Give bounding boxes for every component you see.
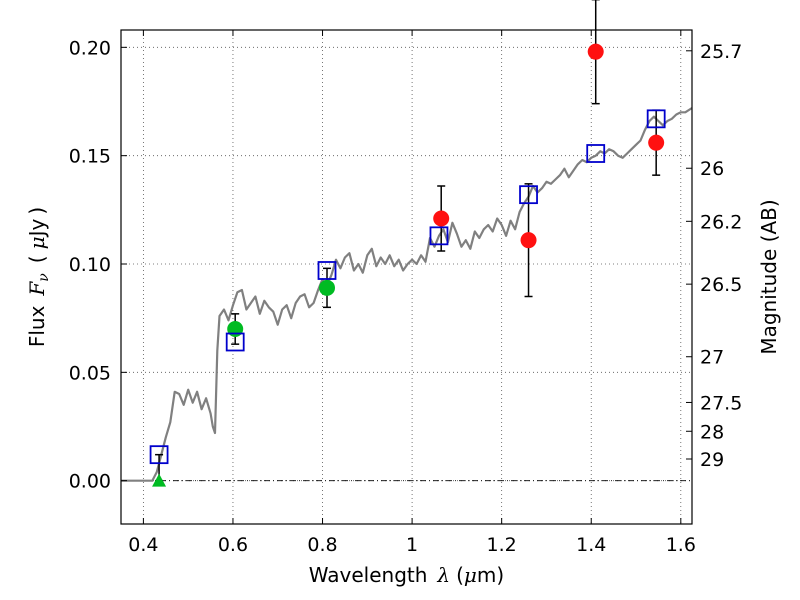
- model-photometry-square: [149, 445, 169, 465]
- model-photometry-square: [429, 226, 449, 246]
- x-label-unit-open: (: [456, 563, 464, 587]
- green-observed-point: [227, 321, 244, 337]
- x-label-prefix: Wavelength: [309, 563, 428, 587]
- plot-frame: [120, 29, 693, 525]
- y-label-unit-rest: Jy: [25, 218, 49, 238]
- y-label-prefix: Flux: [25, 305, 49, 347]
- model-photometry-square: [519, 185, 538, 205]
- upper-limit-triangle: [152, 473, 167, 487]
- x-tick-label: 1.4: [576, 534, 606, 556]
- model-photometry-square: [646, 109, 666, 129]
- points-layer: [149, 43, 666, 487]
- x-tick-label: 0.4: [128, 534, 158, 556]
- x-tick-label: 0.8: [307, 534, 337, 556]
- x-label-unit-mu: μ: [464, 563, 477, 587]
- red-observed-point: [648, 134, 665, 151]
- x-tick-label: 0.6: [218, 534, 248, 556]
- y-axis-label: Flux Fν ( μJy): [25, 207, 52, 347]
- magnitude-tick-label: 29: [700, 449, 724, 471]
- y-tick-label: 0.20: [69, 37, 111, 59]
- magnitude-tick-label: 28: [700, 421, 724, 443]
- axis-ticks: 0.4 0.6 0.8 1 1.2 1.4 1.6 0.00 0.05 0.10 0.15 0.20 2…: [69, 30, 742, 556]
- magnitude-tick-label: 26.5: [700, 274, 742, 296]
- magnitude-tick-label: 26: [700, 158, 724, 180]
- y-label-subscript: ν: [36, 273, 52, 282]
- red-observed-point: [433, 210, 450, 227]
- model-photometry-square: [317, 261, 337, 280]
- y-label-unit-mu: μ: [25, 236, 49, 249]
- x-label-symbol: λ: [436, 563, 450, 587]
- magnitude-tick-label: 26.2: [700, 211, 742, 233]
- y-label-symbol: F: [25, 281, 49, 297]
- x-axis-label: Wavelength λ (μm): [309, 563, 504, 587]
- magnitude-tick-label: 27: [700, 347, 724, 369]
- model-sed-curve-layer: [121, 107, 693, 482]
- x-tick-label: 1.2: [487, 534, 517, 556]
- grid-lines: [121, 30, 692, 524]
- green-observed-point: [319, 279, 336, 296]
- red-observed-point: [587, 43, 604, 60]
- red-observed-point: [520, 232, 537, 249]
- errorbars-layer: [155, 0, 661, 482]
- model-photometry-square: [586, 144, 606, 163]
- y-tick-label: 0.15: [69, 146, 111, 168]
- x-tick-label: 1.6: [666, 534, 696, 556]
- x-tick-label: 1: [406, 534, 418, 556]
- magnitude-tick-label: 27.5: [700, 392, 742, 414]
- y-tick-label: 0.05: [69, 362, 111, 384]
- y-label-unit-close: ): [25, 207, 49, 215]
- y-label-unit-open: (: [25, 255, 49, 263]
- model-sed-curve: [121, 107, 693, 482]
- y-tick-label: 0.00: [69, 471, 111, 493]
- magnitude-axis-label: Magnitude (AB): [757, 199, 781, 354]
- magnitude-tick-label: 25.7: [700, 41, 742, 63]
- model-photometry-square: [225, 332, 245, 352]
- y-tick-label: 0.10: [69, 254, 111, 276]
- x-label-unit-rest: m): [477, 563, 504, 587]
